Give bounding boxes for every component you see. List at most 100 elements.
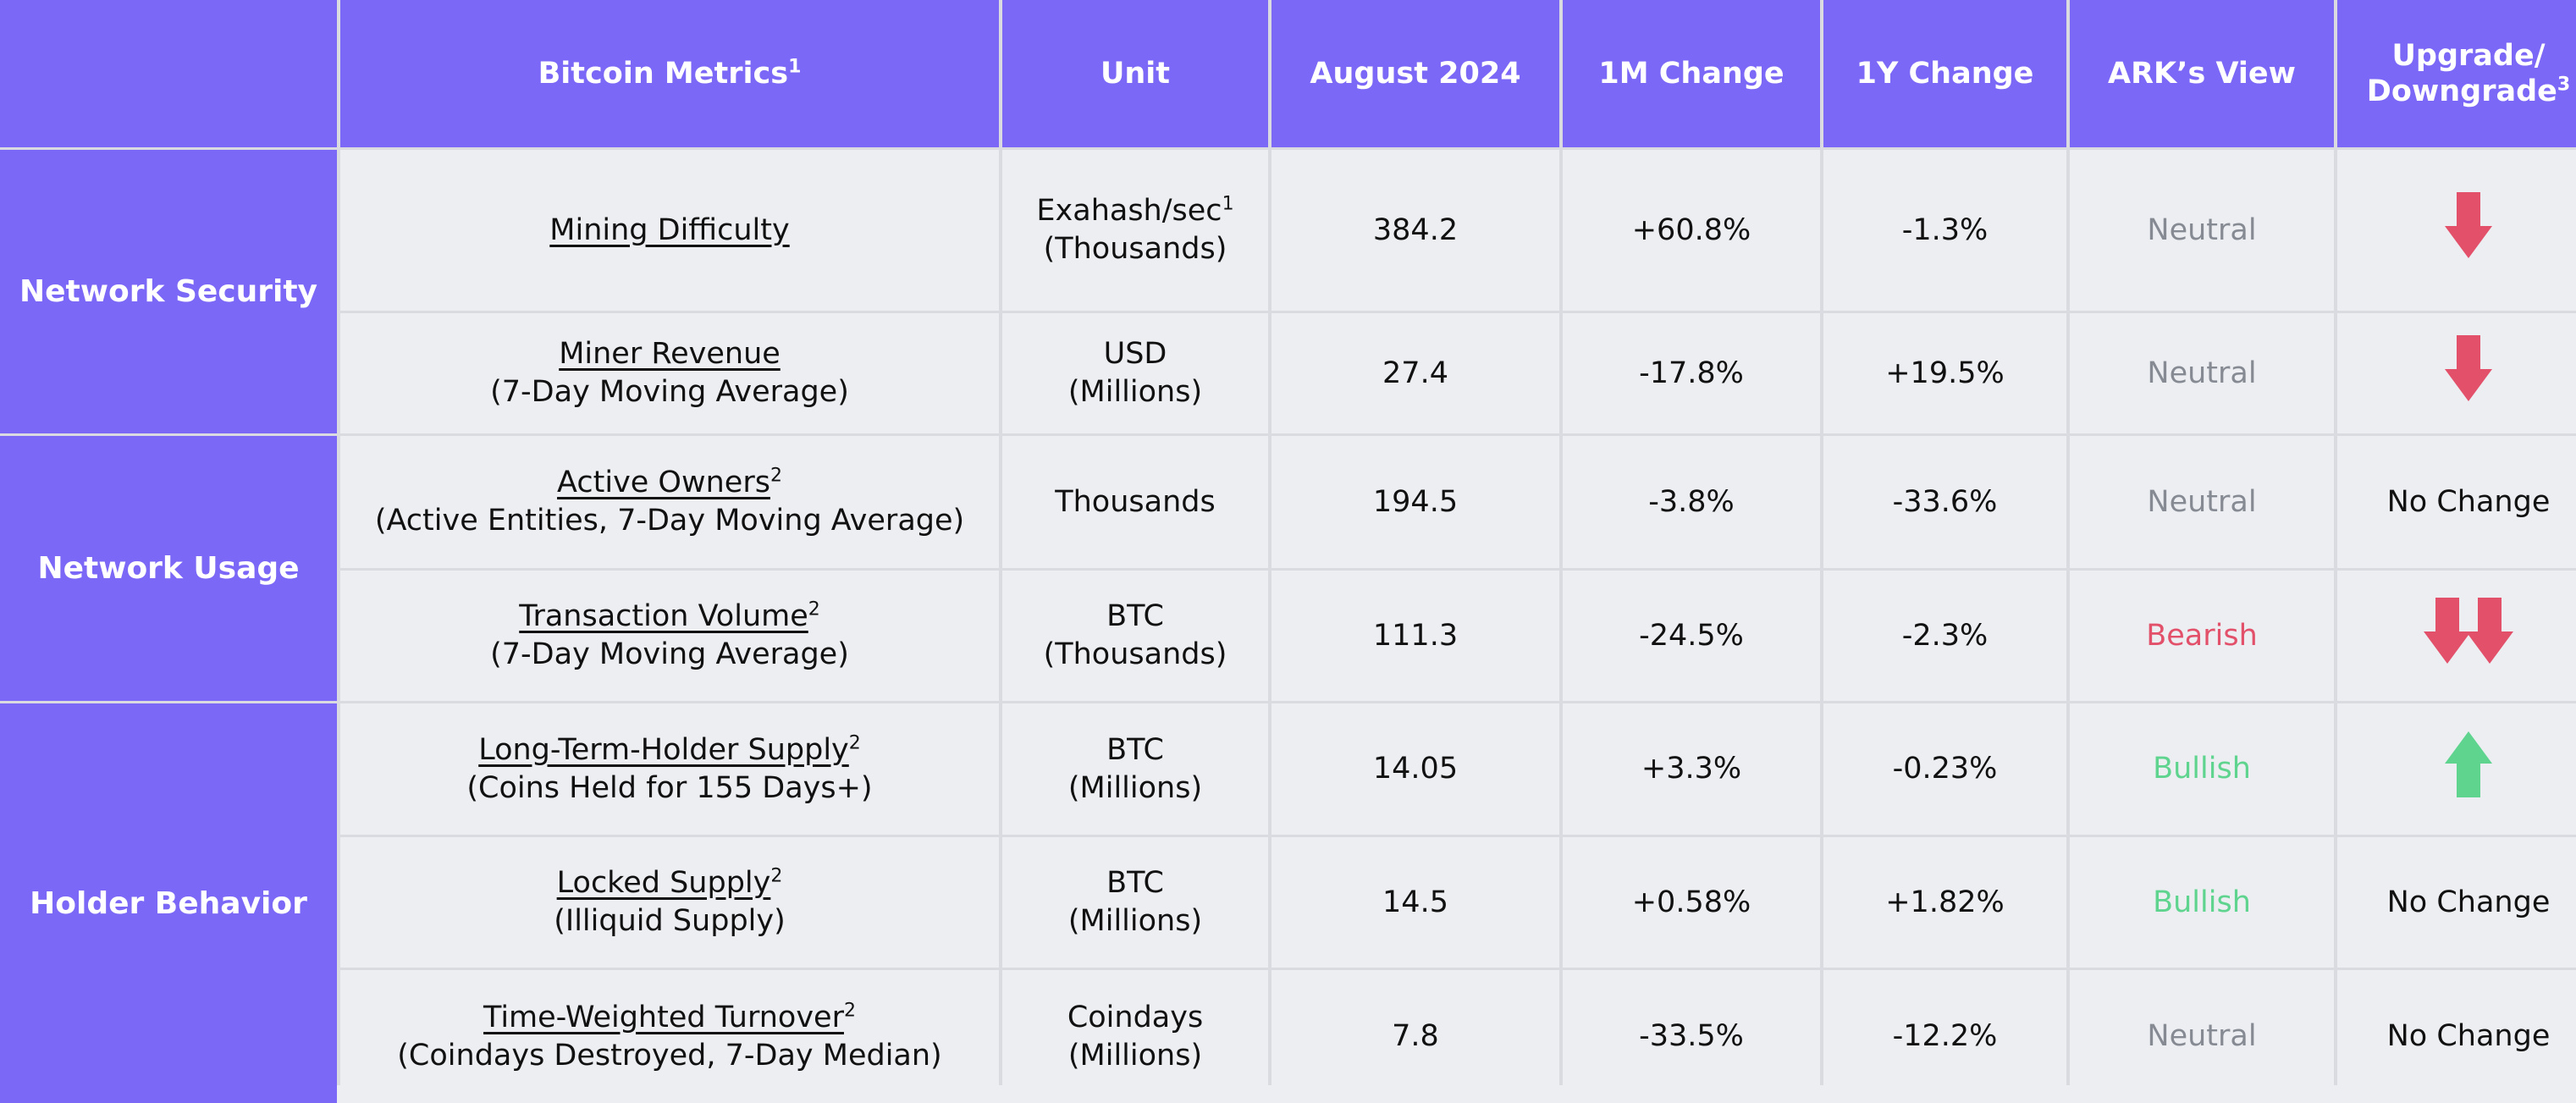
- unit-scale: (Millions): [1067, 1038, 1203, 1073]
- value-text: 111.3: [1372, 618, 1459, 653]
- ark-view-status: Bearish: [2146, 618, 2258, 653]
- header-date: August 2024: [1271, 0, 1559, 147]
- unit-label: BTC: [1106, 599, 1164, 633]
- unit-cell: BTC (Millions): [1002, 703, 1268, 835]
- change-1y-text: +1.82%: [1885, 885, 2005, 919]
- ark-view-status: Neutral: [2147, 356, 2257, 390]
- ark-view-cell: Neutral: [2070, 436, 2334, 568]
- header-downgrade-label: Downgrade: [2366, 74, 2557, 108]
- change-1m-text: +60.8%: [1631, 212, 1751, 247]
- change-1y-text: -2.3%: [1901, 618, 1989, 653]
- unit-label: Thousands: [1055, 484, 1216, 519]
- metric-name: Time-Weighted Turnover: [483, 1000, 844, 1034]
- change-1m-text: -3.8%: [1648, 484, 1735, 519]
- metric-name: Locked Supply: [556, 866, 771, 900]
- header-1y-change: 1Y Change: [1823, 0, 2066, 147]
- unit-cell: Exahash/sec1 (Thousands): [1002, 150, 1268, 311]
- change-1m-cell: +60.8%: [1563, 150, 1820, 311]
- ark-view-status: Neutral: [2147, 1019, 2257, 1053]
- metric-subtitle: (7-Day Moving Average): [490, 637, 849, 671]
- change-1y-cell: -12.2%: [1823, 970, 2066, 1103]
- metric-cell: Miner Revenue (7-Day Moving Average): [340, 313, 999, 433]
- value-cell: 384.2: [1271, 150, 1559, 311]
- unit-cell: BTC (Millions): [1002, 837, 1268, 968]
- metric-subtitle: (Coins Held for 155 Days+): [466, 770, 873, 805]
- metric-cell: Locked Supply2 (Illiquid Supply): [340, 837, 999, 968]
- upgrade-downgrade-cell: [2337, 571, 2576, 701]
- change-1m-cell: -24.5%: [1563, 571, 1820, 701]
- unit-scale: (Millions): [1067, 375, 1203, 409]
- change-1m-cell: +0.58%: [1563, 837, 1820, 968]
- metric-cell: Active Owners2 (Active Entities, 7-Day Mo…: [340, 436, 999, 568]
- value-text: 27.4: [1382, 356, 1448, 390]
- header-metric-footnote: 1: [788, 56, 802, 78]
- no-change-text: No Change: [2386, 1019, 2551, 1053]
- metric-footnote: 2: [843, 999, 856, 1021]
- metric-cell: Long-Term-Holder Supply2 (Coins Held for …: [340, 703, 999, 835]
- upgrade-downgrade-cell: [2337, 313, 2576, 433]
- metric-name: Mining Difficulty: [549, 212, 790, 247]
- header-upgrade-label: Upgrade/: [2391, 39, 2546, 73]
- value-text: 7.8: [1392, 1019, 1439, 1053]
- change-1m-text: +3.3%: [1641, 752, 1742, 786]
- value-text: 14.05: [1372, 752, 1459, 786]
- unit-label: USD: [1103, 337, 1167, 371]
- unit-scale: (Thousands): [1043, 232, 1227, 266]
- change-1m-cell: +3.3%: [1563, 703, 1820, 835]
- change-1m-text: -24.5%: [1639, 618, 1744, 653]
- unit-footnote: 1: [1222, 193, 1234, 215]
- ark-view-status: Bullish: [2153, 752, 2251, 786]
- metric-subtitle: (Coindays Destroyed, 7-Day Median): [397, 1038, 942, 1073]
- change-1y-cell: -1.3%: [1823, 150, 2066, 311]
- change-1y-cell: -33.6%: [1823, 436, 2066, 568]
- no-change-text: No Change: [2386, 885, 2551, 919]
- header-ark-view: ARK’s View: [2070, 0, 2334, 147]
- category-holder-behavior: Holder Behavior: [0, 703, 337, 1103]
- change-1y-text: -0.23%: [1892, 752, 1998, 786]
- unit-scale: (Thousands): [1043, 637, 1227, 671]
- change-1y-text: +19.5%: [1885, 356, 2005, 390]
- ark-view-cell: Neutral: [2070, 970, 2334, 1103]
- header-upgrade-downgrade: Upgrade/ Downgrade3: [2337, 0, 2576, 147]
- change-1m-text: +0.58%: [1631, 885, 1751, 919]
- double-arrow-down-icon: [2424, 598, 2513, 674]
- arrow-down-icon: [2445, 192, 2492, 268]
- metric-subtitle: (7-Day Moving Average): [490, 375, 849, 409]
- value-text: 194.5: [1372, 484, 1459, 519]
- metric-cell: Time-Weighted Turnover2 (Coindays Destroy…: [340, 970, 999, 1103]
- header-metric: Bitcoin Metrics1: [340, 0, 999, 147]
- ark-view-cell: Bullish: [2070, 837, 2334, 968]
- metric-name: Active Owners: [557, 466, 770, 499]
- category-network-usage: Network Usage: [0, 436, 337, 701]
- no-change-text: No Change: [2386, 484, 2551, 519]
- change-1y-cell: -2.3%: [1823, 571, 2066, 701]
- ark-view-cell: Bullish: [2070, 703, 2334, 835]
- arrow-down-icon: [2424, 598, 2471, 674]
- value-cell: 194.5: [1271, 436, 1559, 568]
- category-network-security: Network Security: [0, 150, 337, 433]
- value-text: 14.5: [1382, 885, 1448, 919]
- change-1m-text: -17.8%: [1639, 356, 1744, 390]
- unit-label: Coindays: [1067, 1000, 1204, 1034]
- metric-footnote: 2: [848, 731, 861, 753]
- arrow-down-icon: [2445, 335, 2492, 411]
- ark-view-status: Bullish: [2153, 885, 2251, 919]
- header-1m-change: 1M Change: [1563, 0, 1820, 147]
- unit-label: Exahash/sec: [1036, 194, 1222, 228]
- unit-cell: Coindays (Millions): [1002, 970, 1268, 1103]
- arrow-down-icon: [2466, 598, 2513, 674]
- metric-subtitle: (Active Entities, 7-Day Moving Average): [374, 504, 965, 538]
- upgrade-downgrade-cell: [2337, 703, 2576, 835]
- ark-view-cell: Bearish: [2070, 571, 2334, 701]
- change-1y-text: -33.6%: [1892, 484, 1998, 519]
- metric-name: Long-Term-Holder Supply: [478, 732, 849, 767]
- ark-view-cell: Neutral: [2070, 150, 2334, 311]
- metric-footnote: 2: [769, 465, 782, 487]
- change-1m-text: -33.5%: [1639, 1019, 1744, 1053]
- change-1y-cell: +19.5%: [1823, 313, 2066, 433]
- value-cell: 111.3: [1271, 571, 1559, 701]
- metric-footnote: 2: [770, 865, 783, 887]
- upgrade-downgrade-cell: [2337, 150, 2576, 311]
- unit-cell: USD (Millions): [1002, 313, 1268, 433]
